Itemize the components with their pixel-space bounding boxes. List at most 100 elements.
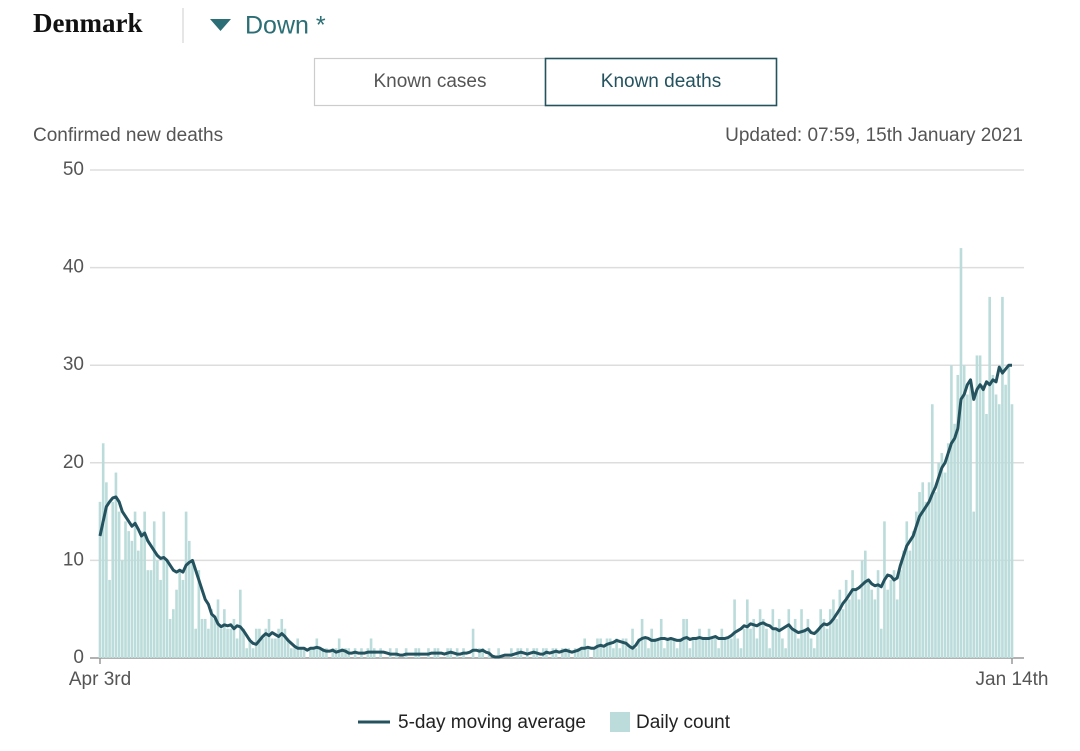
bar <box>889 579 893 658</box>
bar <box>369 638 373 658</box>
bar <box>136 550 140 658</box>
bar <box>497 648 500 658</box>
tab-label: Known deaths <box>601 71 721 92</box>
bar <box>149 570 153 658</box>
tab[interactable]: Known cases <box>313 57 547 107</box>
bar <box>733 599 736 658</box>
bar <box>229 628 233 658</box>
bar <box>752 618 756 658</box>
bar <box>146 570 150 658</box>
bar <box>270 638 274 658</box>
bar <box>736 638 740 658</box>
bar <box>726 638 730 658</box>
bar <box>966 394 969 658</box>
bar <box>851 570 854 658</box>
bar <box>698 628 701 658</box>
bar <box>207 628 210 658</box>
bar <box>835 618 838 658</box>
bar <box>283 628 287 658</box>
bar <box>286 638 290 658</box>
bar <box>768 648 771 658</box>
bar <box>267 618 271 658</box>
bar <box>1007 365 1011 658</box>
bar <box>793 618 797 658</box>
bar <box>608 638 612 658</box>
bar <box>471 628 475 658</box>
bar <box>261 638 264 658</box>
bar <box>592 648 596 658</box>
bar <box>258 628 261 658</box>
bar <box>245 648 248 658</box>
x-tick-label: Jan 14th <box>976 669 1049 690</box>
bar <box>111 501 115 658</box>
bar <box>567 648 571 658</box>
bar <box>873 599 877 658</box>
bar <box>624 638 628 658</box>
bar <box>918 492 921 658</box>
bar <box>628 648 631 658</box>
bar <box>663 648 666 658</box>
bar <box>879 628 883 658</box>
bar <box>618 648 622 658</box>
bar <box>921 482 925 658</box>
bar <box>994 394 998 658</box>
bar <box>937 462 940 658</box>
bar <box>114 472 118 658</box>
bar <box>720 628 724 658</box>
bar <box>985 414 988 658</box>
bar <box>124 521 127 658</box>
bar <box>710 638 714 658</box>
bar <box>765 628 768 658</box>
bar <box>816 628 819 658</box>
tab-label: Known cases <box>373 71 486 92</box>
bar <box>264 628 268 658</box>
bar <box>924 501 928 658</box>
bar <box>127 531 131 658</box>
bar <box>121 560 124 658</box>
bar <box>969 384 972 658</box>
bar <box>809 638 813 658</box>
bar <box>679 638 682 658</box>
bar <box>959 248 963 658</box>
bar <box>867 579 870 658</box>
bar <box>717 648 720 658</box>
y-tick-label: 50 <box>63 159 84 180</box>
bar <box>822 618 826 658</box>
bar <box>172 609 175 658</box>
bar <box>647 648 650 658</box>
bar <box>838 589 842 658</box>
tab[interactable]: Known deaths <box>544 57 778 107</box>
bar <box>988 296 991 658</box>
bar <box>841 609 845 658</box>
bar <box>101 443 105 658</box>
y-tick-label: 10 <box>63 549 84 570</box>
bar <box>915 511 918 658</box>
bar <box>165 560 169 658</box>
bar <box>902 550 905 658</box>
bar <box>730 638 733 658</box>
bar <box>321 648 325 658</box>
bar <box>318 648 322 658</box>
bar <box>143 511 146 658</box>
bar <box>691 638 695 658</box>
bar <box>184 511 188 658</box>
bar <box>331 648 335 658</box>
bar <box>274 638 277 658</box>
bar <box>905 521 909 658</box>
bar <box>637 638 641 658</box>
bar <box>510 648 513 658</box>
bar <box>643 638 647 658</box>
bar <box>978 355 982 658</box>
bar <box>972 511 976 658</box>
trend-dropdown[interactable]: Down * <box>210 12 326 40</box>
bar <box>790 628 794 658</box>
bar <box>226 628 229 658</box>
bar <box>844 579 848 658</box>
bar <box>162 511 166 658</box>
tab-box <box>544 57 778 107</box>
bar <box>653 638 657 658</box>
bar <box>803 628 807 658</box>
bar <box>714 638 717 658</box>
bar <box>248 638 252 658</box>
